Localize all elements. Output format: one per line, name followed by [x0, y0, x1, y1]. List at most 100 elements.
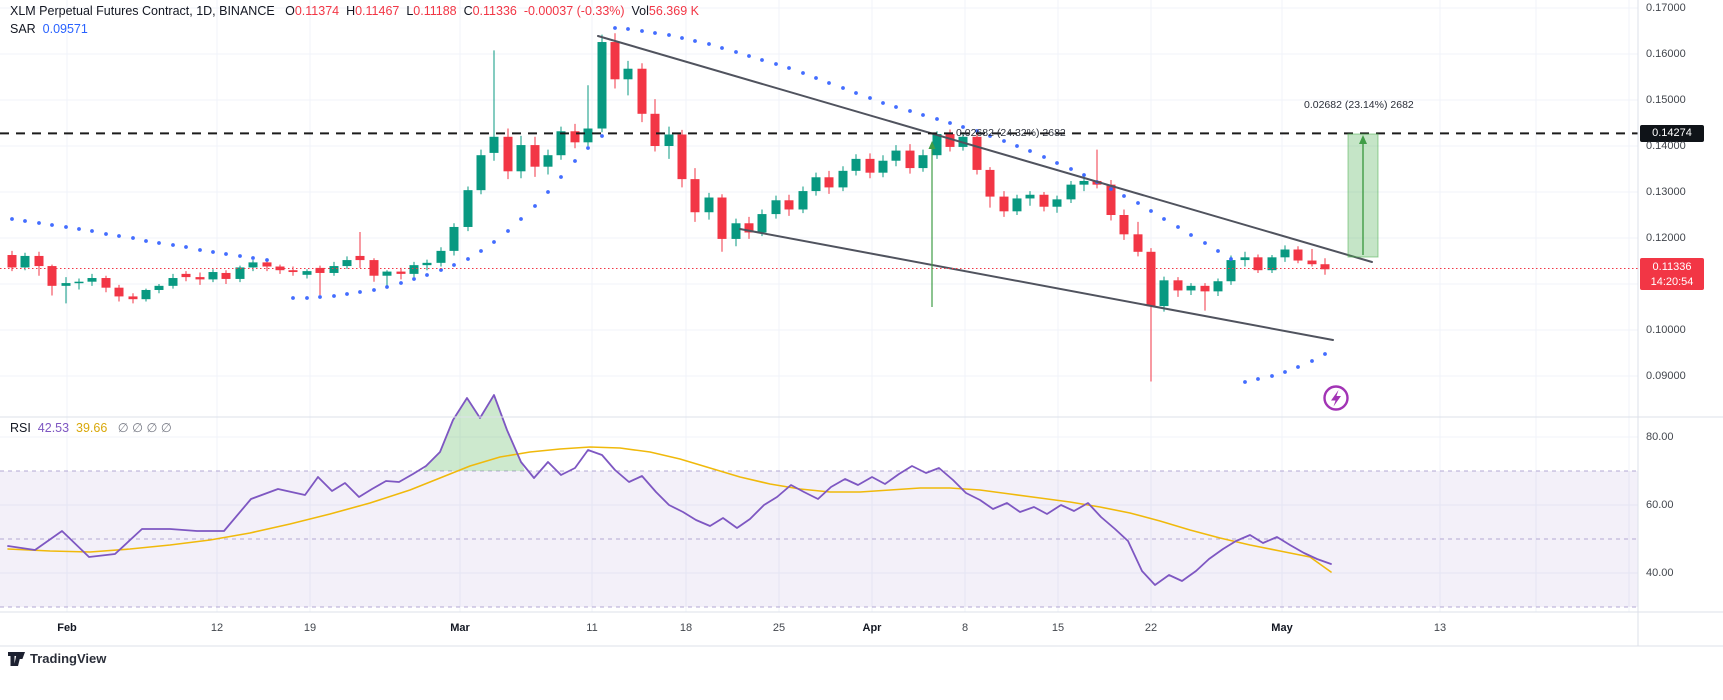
measure-label-mid[interactable]: 0.02682 (24.32%) 2682: [956, 127, 1066, 139]
candle-body: [168, 278, 178, 286]
last-price-time: 14:20:54: [1650, 276, 1694, 288]
sar-dot: [626, 27, 630, 31]
time-axis-label: 15: [1051, 622, 1065, 634]
rsi-pane-layer: [0, 394, 1638, 608]
sar-dot: [77, 227, 81, 231]
sar-dot: [908, 109, 912, 113]
sar-dot: [10, 217, 14, 221]
sar-dot: [760, 58, 764, 62]
sar-dot: [948, 121, 952, 125]
candle-body: [489, 136, 499, 153]
sar-dot: [184, 245, 188, 249]
sar-dot: [198, 248, 202, 252]
measure-label-right[interactable]: 0.02682 (23.14%) 2682: [1304, 99, 1414, 111]
candle-body: [918, 155, 928, 169]
sar-dot: [439, 268, 443, 272]
sar-dot: [157, 241, 161, 245]
sar-dot: [747, 54, 751, 58]
sar-dot: [975, 129, 979, 133]
candle-body: [262, 262, 272, 267]
candle-body: [530, 145, 540, 167]
sar-dot: [774, 62, 778, 66]
price-axis-label: 0.17000: [1646, 1, 1686, 14]
sar-dot: [1082, 173, 1086, 177]
candle-body: [623, 68, 633, 80]
candle-body: [208, 272, 218, 280]
sar-dot: [827, 81, 831, 85]
sar-dot: [680, 36, 684, 40]
volume-value: 56.369 K: [648, 4, 699, 18]
candle-body: [851, 158, 861, 171]
candle-body: [731, 223, 741, 239]
sar-dot: [1189, 233, 1193, 237]
candle-body: [369, 260, 379, 276]
candle-body: [302, 271, 312, 275]
price-axis-label: 0.09000: [1646, 369, 1686, 382]
gridlines-layer: [0, 0, 1638, 612]
sar-dot: [452, 263, 456, 267]
sar-dot: [894, 105, 898, 109]
sar-dot: [1042, 155, 1046, 159]
rsi-placeholder-icons: ∅ ∅ ∅ ∅: [117, 421, 172, 435]
rsi-indicator-legend[interactable]: RSI 42.53 39.66 ∅ ∅ ∅ ∅: [10, 420, 172, 435]
candle-body: [570, 131, 580, 143]
rsi-label: RSI: [10, 421, 31, 435]
candle-body: [409, 265, 419, 274]
sar-dot: [251, 256, 255, 260]
time-axis-label: Feb: [57, 622, 77, 634]
candle-body: [824, 177, 834, 188]
sar-dot: [1229, 257, 1233, 261]
sar-dot: [224, 252, 228, 256]
candle-body: [20, 255, 30, 268]
sar-label: SAR: [10, 22, 36, 36]
sar-dot: [358, 290, 362, 294]
candle-body: [87, 278, 97, 282]
candle-body: [556, 131, 566, 156]
sar-dot: [466, 257, 470, 261]
sar-dot: [559, 175, 563, 179]
candle-body: [664, 134, 674, 146]
candle-body: [342, 260, 352, 267]
sar-dot: [1109, 187, 1113, 191]
candle-body: [1307, 260, 1317, 265]
sar-dot: [1256, 377, 1260, 381]
price-axis-label: 0.15000: [1646, 93, 1686, 106]
candle-body: [1052, 199, 1062, 207]
price-axis-label: 0.10000: [1646, 323, 1686, 336]
sar-dot: [988, 134, 992, 138]
lightning-quick-action-icon[interactable]: [1323, 385, 1349, 411]
candle-body: [1025, 194, 1035, 199]
sar-indicator-legend[interactable]: SAR 0.09571: [10, 22, 88, 36]
candle-body: [7, 255, 17, 268]
sar-dot: [935, 117, 939, 121]
candle-body: [650, 113, 660, 146]
candle-body: [838, 170, 848, 188]
sar-dot: [814, 76, 818, 80]
sar-dot: [1203, 241, 1207, 245]
candle-body: [784, 200, 794, 210]
sar-dot: [720, 46, 724, 50]
candle-body: [47, 266, 57, 286]
candle-body: [1119, 215, 1129, 235]
sar-dot: [1136, 201, 1140, 205]
sar-dot: [1270, 374, 1274, 378]
candle-body: [449, 226, 459, 251]
symbol-legend[interactable]: XLM Perpetual Futures Contract, 1D, BINA…: [10, 4, 699, 18]
sar-dot: [1002, 139, 1006, 143]
candle-body: [1146, 251, 1156, 307]
tradingview-watermark[interactable]: TradingView: [8, 651, 106, 666]
candle-body: [1200, 285, 1210, 292]
time-axis-label: 22: [1144, 622, 1158, 634]
volume-label: Vol: [631, 4, 649, 18]
candle-body: [1106, 184, 1116, 215]
candle-body: [597, 42, 607, 129]
candle-body: [503, 136, 513, 172]
price-axis-label: 0.12000: [1646, 231, 1686, 244]
time-axis-label: Mar: [450, 622, 470, 634]
candle-body: [34, 255, 44, 267]
candle-body: [235, 267, 245, 279]
candle-body: [1039, 194, 1049, 207]
trendline: [597, 35, 1373, 263]
